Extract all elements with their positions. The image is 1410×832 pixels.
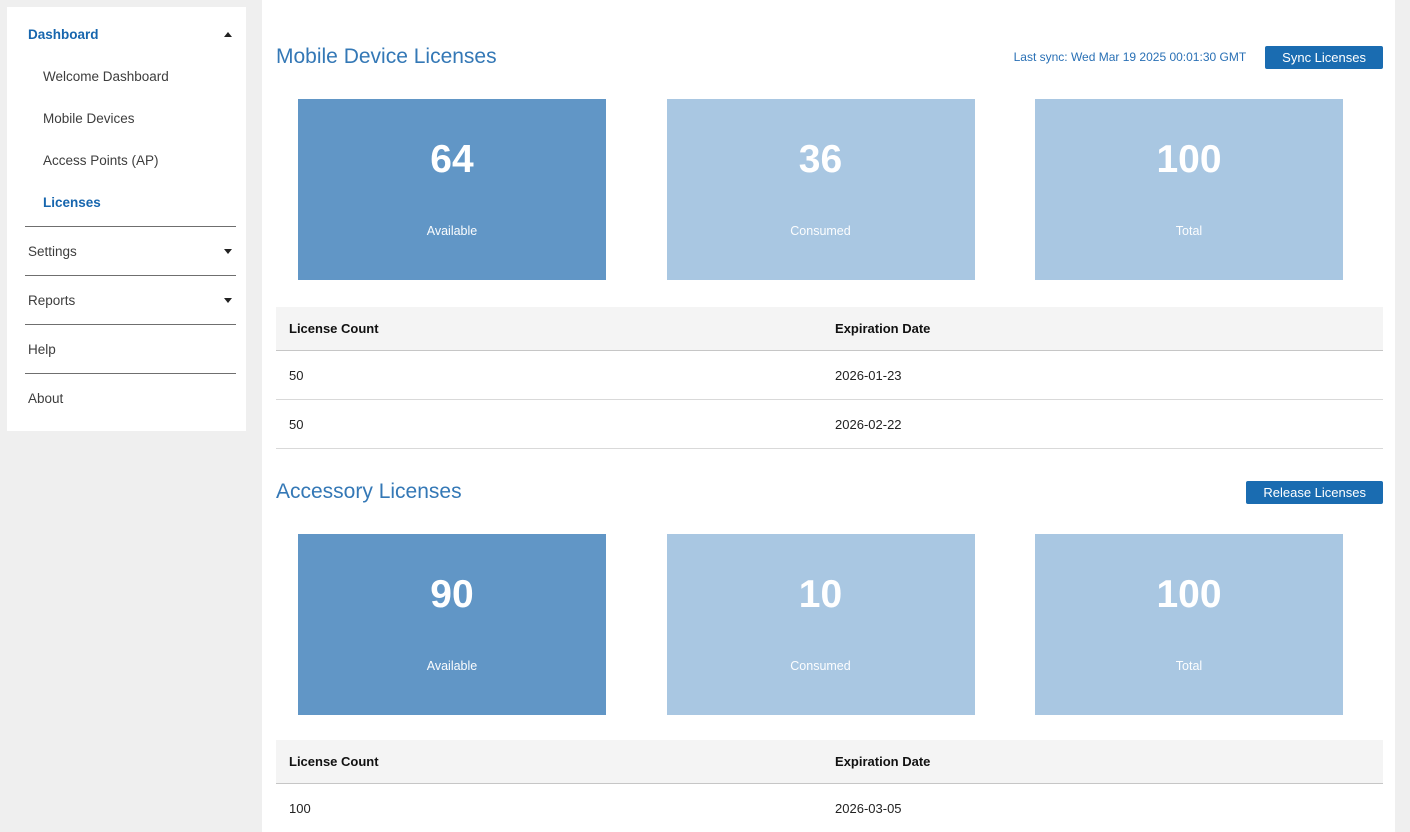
cell-expiration-date: 2026-01-23 — [835, 367, 902, 383]
sidebar-group-settings-label: Settings — [28, 243, 77, 259]
cell-license-count: 50 — [289, 367, 304, 383]
cell-expiration-date: 2026-03-05 — [835, 800, 902, 816]
sidebar-divider — [25, 275, 236, 276]
mobile-licenses-title: Mobile Device Licenses — [276, 45, 497, 68]
stat-value: 100 — [1156, 138, 1222, 181]
cell-expiration-date: 2026-02-22 — [835, 416, 902, 432]
sidebar-item-mobile-devices[interactable]: Mobile Devices — [43, 110, 135, 126]
stat-value: 90 — [430, 573, 474, 616]
table-header-row: License Count Expiration Date — [276, 740, 1383, 784]
stat-value: 36 — [798, 138, 843, 181]
sidebar-item-about[interactable]: About — [28, 390, 64, 406]
cell-license-count: 50 — [289, 416, 304, 432]
column-header-expiration-date: Expiration Date — [835, 754, 931, 769]
stat-card-total: 100 Total — [1035, 99, 1343, 280]
stat-label: Available — [426, 659, 478, 673]
accessory-licenses-table: License Count Expiration Date 100 2026-0… — [276, 740, 1383, 832]
sidebar-group-dashboard-label: Dashboard — [28, 26, 99, 42]
sync-licenses-button[interactable]: Sync Licenses — [1265, 45, 1383, 69]
sidebar-item-access-points[interactable]: Access Points (AP) — [43, 152, 159, 168]
cell-license-count: 100 — [289, 800, 311, 816]
table-row: 100 2026-03-05 — [276, 784, 1383, 832]
accessory-licenses-title: Accessory Licenses — [276, 480, 462, 503]
stat-card-available: 90 Available — [298, 534, 606, 715]
sidebar-group-dashboard[interactable]: Dashboard — [7, 13, 246, 55]
stat-value: 64 — [430, 138, 474, 181]
stat-label: Total — [1175, 224, 1203, 238]
chevron-down-icon — [224, 248, 232, 254]
sidebar-divider — [25, 373, 236, 374]
sidebar-group-settings[interactable]: Settings — [7, 230, 246, 272]
chevron-up-icon — [224, 31, 232, 37]
stat-card-available: 64 Available — [298, 99, 606, 280]
mobile-licenses-cards: 64 Available 36 Consumed 100 Total — [298, 99, 1343, 280]
sidebar: Dashboard Welcome Dashboard Mobile Devic… — [7, 7, 246, 431]
stat-value: 100 — [1156, 573, 1222, 616]
accessory-licenses-header: Accessory Licenses Release Licenses — [276, 480, 1383, 504]
accessory-licenses-cards: 90 Available 10 Consumed 100 Total — [298, 534, 1343, 715]
sidebar-divider — [25, 324, 236, 325]
sidebar-group-reports[interactable]: Reports — [7, 279, 246, 321]
stat-card-consumed: 10 Consumed — [666, 534, 975, 715]
stat-card-total: 100 Total — [1035, 534, 1343, 715]
stat-value: 10 — [798, 573, 843, 616]
chevron-down-icon — [224, 297, 232, 303]
main-content: Mobile Device Licenses Last sync: Wed Ma… — [262, 0, 1395, 832]
column-header-license-count: License Count — [289, 321, 379, 336]
sidebar-item-licenses[interactable]: Licenses — [43, 194, 101, 210]
sidebar-item-welcome-dashboard[interactable]: Welcome Dashboard — [43, 68, 169, 84]
mobile-licenses-table: License Count Expiration Date 50 2026-01… — [276, 307, 1383, 449]
stat-label: Available — [426, 224, 478, 238]
sidebar-divider — [25, 226, 236, 227]
table-row: 50 2026-02-22 — [276, 400, 1383, 449]
stat-label: Consumed — [790, 224, 851, 238]
column-header-expiration-date: Expiration Date — [835, 321, 931, 336]
stat-card-consumed: 36 Consumed — [666, 99, 975, 280]
sidebar-group-reports-label: Reports — [28, 292, 76, 308]
mobile-licenses-header: Mobile Device Licenses Last sync: Wed Ma… — [276, 45, 1383, 69]
release-licenses-button[interactable]: Release Licenses — [1246, 480, 1383, 504]
sidebar-item-help[interactable]: Help — [28, 341, 56, 357]
table-header-row: License Count Expiration Date — [276, 307, 1383, 351]
stat-label: Consumed — [790, 659, 851, 673]
column-header-license-count: License Count — [289, 754, 379, 769]
last-sync-text: Last sync: Wed Mar 19 2025 00:01:30 GMT — [1013, 50, 1247, 64]
table-row: 50 2026-01-23 — [276, 351, 1383, 400]
stat-label: Total — [1175, 659, 1203, 673]
